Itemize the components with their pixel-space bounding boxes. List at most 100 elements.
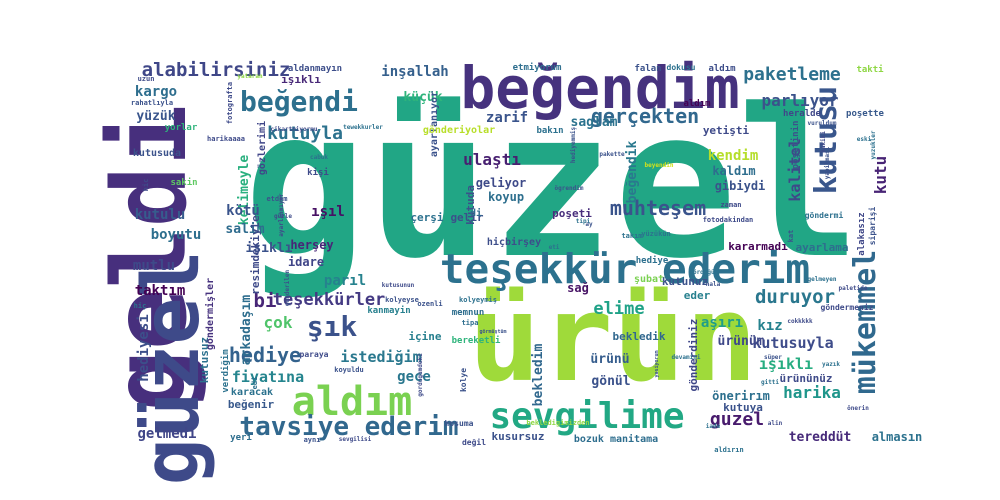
cloud-word: fotografta <box>226 82 234 124</box>
cloud-word: ürün <box>469 270 758 409</box>
cloud-word: içine <box>408 330 441 343</box>
cloud-word: değil <box>462 437 486 447</box>
cloud-word: yapilmasi <box>824 146 831 179</box>
cloud-word: hediyesi <box>136 314 152 381</box>
cloud-word: arkadaşım <box>239 295 254 366</box>
cloud-word: ayarlama <box>796 241 849 254</box>
cloud-word: aldım <box>708 64 736 74</box>
cloud-word: küçük <box>403 90 442 105</box>
cloud-word: hoşuma <box>445 419 474 428</box>
cloud-word: pakette <box>599 151 625 158</box>
cloud-word: saglam <box>571 115 618 130</box>
cloud-word: yuzukler <box>870 130 877 159</box>
cloud-word: aynı <box>304 436 321 444</box>
cloud-word: boyutu <box>151 227 202 243</box>
cloud-word: kişi <box>307 167 329 178</box>
cloud-word: yetişti <box>703 124 750 137</box>
cloud-word: harikaaaa <box>207 135 245 143</box>
cloud-word: resimdekiyle <box>249 215 262 295</box>
cloud-word: beğendik <box>625 141 640 204</box>
cloud-word: hediye <box>636 255 669 266</box>
cloud-word: hiç <box>134 302 147 310</box>
cloud-word: yorlar <box>165 123 198 133</box>
cloud-word: herşey <box>290 238 333 252</box>
cloud-word: beğendim <box>460 54 739 122</box>
cloud-word: sevgilisi <box>339 436 372 443</box>
cloud-word: çikartmiyormu <box>271 126 318 133</box>
cloud-word: hala <box>706 281 721 288</box>
cloud-word: gözlerimi <box>256 121 268 175</box>
cloud-word: kargo <box>135 84 177 100</box>
cloud-word: kutusuz <box>198 337 211 383</box>
cloud-word: kelimeyle <box>237 155 252 226</box>
cloud-word: mutlu <box>133 258 175 274</box>
cloud-word: memnun <box>452 308 485 318</box>
cloud-word: poşeti <box>552 207 592 220</box>
cloud-word: göndermeniz <box>821 302 874 312</box>
cloud-word: alin <box>768 420 783 427</box>
cloud-word: elime <box>593 299 644 319</box>
cloud-word: süper <box>764 354 782 361</box>
cloud-word: hakiki <box>820 131 827 153</box>
cloud-word: ayarlanıyor <box>429 91 440 157</box>
cloud-word: hediye <box>229 343 301 367</box>
cloud-word: eti <box>549 244 560 251</box>
cloud-word: tavsiye ederim <box>239 412 458 442</box>
cloud-word: yazık <box>822 361 840 368</box>
cloud-word: kutusuyla <box>752 334 833 352</box>
cloud-word: göndermi <box>805 210 844 220</box>
cloud-word: kız <box>757 318 782 334</box>
cloud-word: cabuk <box>310 154 328 161</box>
cloud-word: beğenir <box>228 398 275 411</box>
cloud-word: almasın <box>872 430 923 444</box>
cloud-word: çerşi <box>410 211 443 224</box>
cloud-word: ulaştı <box>463 150 521 169</box>
cloud-word: ürününüz <box>780 372 833 385</box>
cloud-word: gordugumdeki <box>417 353 424 397</box>
cloud-word: yataran <box>237 73 263 80</box>
cloud-word: eder <box>684 289 711 302</box>
cloud-word: taktım <box>135 283 186 299</box>
cloud-word: güzel <box>127 251 217 486</box>
cloud-word: geldi <box>91 104 210 411</box>
cloud-word: görmüştüm <box>479 329 506 335</box>
cloud-word: çok <box>264 313 293 332</box>
cloud-word: ayarlanmıyor <box>278 193 285 237</box>
cloud-word: kolye <box>459 368 468 392</box>
cloud-word: tereddüt <box>789 430 852 445</box>
cloud-word: ögrendim <box>555 185 584 192</box>
cloud-word: salim <box>225 222 264 237</box>
cloud-word: sakin <box>170 177 197 188</box>
cloud-word: hediyemmiş <box>570 127 577 164</box>
cloud-word: tipi <box>576 218 591 225</box>
cloud-word: ay <box>585 221 593 228</box>
cloud-word: zaman <box>720 201 741 209</box>
cloud-word: aşırı <box>701 315 743 331</box>
cloud-word: beğendi <box>240 85 358 118</box>
cloud-word: alabilirsiniz <box>142 59 291 81</box>
cloud-word: ürünüm <box>718 334 765 349</box>
cloud-word: şubat <box>634 274 664 285</box>
cloud-word: gördüğü <box>689 269 715 276</box>
cloud-word: bereketli <box>452 335 501 346</box>
cloud-word: kanmayin <box>367 305 410 316</box>
cloud-word: güzel <box>243 66 860 304</box>
cloud-word: inşallah <box>381 64 448 80</box>
cloud-word: di <box>470 207 482 219</box>
cloud-word: parlıyor <box>761 91 838 110</box>
cloud-word: gitti <box>761 379 779 386</box>
cloud-word: siparişi <box>867 207 877 246</box>
cloud-word: kendim <box>708 148 759 164</box>
cloud-word: önerin <box>847 405 869 412</box>
cloud-word: kutuda <box>464 185 477 225</box>
cloud-word: teşekkürler <box>273 290 386 310</box>
cloud-word: uzun <box>138 75 155 83</box>
cloud-word: kutuya <box>723 401 763 414</box>
cloud-word: güzle <box>274 213 292 220</box>
cloud-word: iade <box>706 423 721 430</box>
cloud-word: kutunuz <box>662 275 708 288</box>
cloud-word: önerirım <box>712 389 770 403</box>
cloud-word: paletide <box>839 285 868 292</box>
cloud-word: yeri <box>230 432 252 443</box>
